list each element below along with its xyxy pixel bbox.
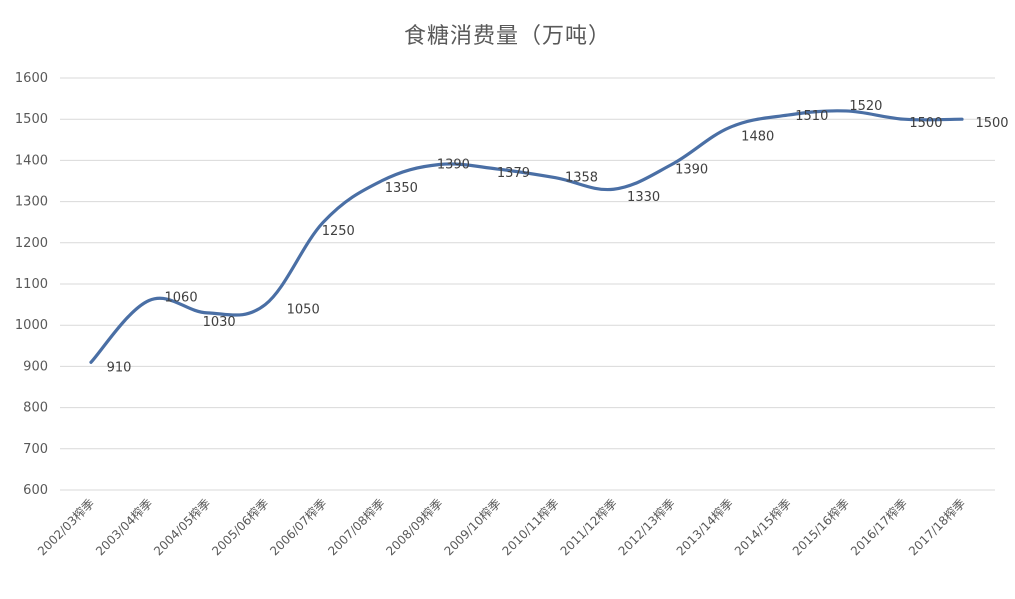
grid-layer [60, 77, 995, 491]
data-label: 1358 [565, 171, 598, 186]
y-tick-label: 900 [23, 359, 48, 374]
data-label: 1060 [165, 290, 198, 305]
y-tick-label: 800 [23, 401, 48, 416]
y-tick-label: 1000 [15, 318, 48, 333]
x-tick-label: 2015/16榨季 [789, 496, 852, 559]
data-label: 1250 [322, 224, 355, 239]
x-tick-label: 2016/17榨季 [847, 496, 910, 559]
x-tick-label: 2010/11榨季 [499, 496, 562, 559]
x-tick-label: 2007/08榨季 [325, 496, 388, 559]
y-tick-label: 1100 [15, 277, 48, 292]
data-label: 1480 [741, 129, 774, 144]
x-tick-label: 2014/15榨季 [731, 496, 794, 559]
data-label: 1390 [675, 163, 708, 178]
data-label: 1379 [497, 166, 530, 181]
y-tick-label: 1300 [15, 195, 48, 210]
y-tick-label: 1200 [15, 236, 48, 251]
x-tick-label: 2002/03榨季 [34, 496, 97, 559]
series-layer [89, 109, 964, 364]
x-tick-label: 2003/04榨季 [92, 496, 155, 559]
data-label: 1330 [627, 190, 660, 205]
x-tick-label: 2013/14榨季 [673, 496, 736, 559]
y-tick-label: 600 [23, 483, 48, 498]
x-tick-label: 2011/12榨季 [557, 496, 620, 559]
data-label: 910 [107, 360, 132, 375]
x-tick-label: 2006/07榨季 [267, 496, 330, 559]
data-label: 1350 [385, 181, 418, 196]
y-axis-ticks: 600 700 800 900 1000 1100 1200 1300 1400 1500 1600 [15, 71, 48, 498]
x-tick-label: 2004/05榨季 [150, 496, 213, 559]
x-tick-label: 2009/10榨季 [441, 496, 504, 559]
data-label: 1500 [909, 116, 942, 131]
series-line [89, 109, 964, 364]
x-tick-label: 2008/09榨季 [383, 496, 446, 559]
x-axis-ticks: 2002/03榨季2003/04榨季2004/05榨季2005/06榨季2006… [34, 496, 968, 559]
y-tick-label: 700 [23, 442, 48, 457]
x-tick-label: 2017/18榨季 [905, 496, 968, 559]
x-tick-label: 2012/13榨季 [615, 496, 678, 559]
y-tick-label: 1400 [15, 153, 48, 168]
y-tick-label: 1600 [15, 71, 48, 86]
data-label: 1520 [849, 99, 882, 114]
data-label: 1390 [437, 158, 470, 173]
data-label: 1510 [795, 109, 828, 124]
data-label: 1050 [287, 303, 320, 318]
chart-title: 食糖消费量（万吨） [403, 24, 611, 49]
data-labels: 910 1060 1030 1050 1250 1350 1390 1379 1358 1330 1… [107, 99, 1009, 375]
x-tick-label: 2005/06榨季 [208, 496, 271, 559]
data-label: 1030 [203, 315, 236, 330]
y-tick-label: 1500 [15, 112, 48, 127]
data-label: 1500 [975, 116, 1008, 131]
